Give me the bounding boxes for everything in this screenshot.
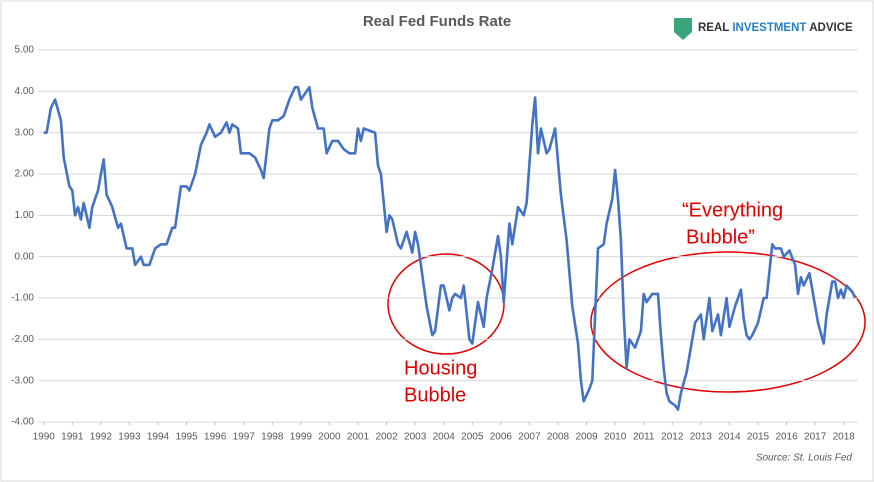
x-tick-label: 2011: [633, 432, 655, 443]
y-tick-label: 3.00: [15, 127, 35, 138]
highlight-ellipse: [387, 253, 505, 355]
x-tick-label: 1994: [147, 432, 170, 443]
y-tick-label: -2.00: [11, 334, 34, 345]
y-tick-label: 0.00: [15, 251, 35, 262]
x-tick-label: 2000: [318, 432, 341, 443]
x-tick-label: 2016: [775, 432, 798, 443]
y-tick-label: -1.00: [11, 293, 34, 304]
x-tick-label: 2014: [718, 432, 741, 443]
y-tick-label: 5.00: [15, 45, 35, 56]
x-tick-label: 1992: [90, 432, 113, 443]
logo: REAL INVESTMENT ADVICE: [674, 18, 853, 40]
x-tick-label: 2008: [547, 432, 570, 443]
logo-part: REAL: [698, 22, 729, 34]
x-tick-label: 2005: [461, 432, 484, 443]
x-tick-label: 2013: [690, 432, 713, 443]
x-tick-label: 2010: [604, 432, 627, 443]
x-tick-label: 1991: [61, 432, 84, 443]
x-tick-label: 1997: [233, 432, 256, 443]
x-tick-label: 2017: [804, 432, 827, 443]
annotation: Bubble: [404, 384, 466, 406]
x-tick-label: 2004: [433, 432, 456, 443]
x-tick-label: 2002: [375, 432, 398, 443]
y-tick-label: -3.00: [11, 375, 34, 386]
source: Source: St. Louis Fed: [756, 453, 853, 464]
x-tick-label: 1995: [175, 432, 198, 443]
x-tick-label: 1998: [261, 432, 284, 443]
y-tick-label: 1.00: [15, 210, 35, 221]
logo-text: REAL INVESTMENT ADVICE: [698, 22, 853, 34]
logo-part: ADVICE: [809, 22, 853, 34]
y-tick-label: 2.00: [15, 169, 35, 180]
x-tick-label: 2015: [747, 432, 770, 443]
y-tick-label: 4.00: [15, 86, 35, 97]
series-line: [43, 85, 857, 411]
x-tick-label: 1999: [290, 432, 313, 443]
x-tick-label: 1996: [204, 432, 227, 443]
logo-part: INVESTMENT: [732, 22, 806, 34]
annotation: Bubble”: [686, 226, 755, 248]
x-tick-label: 2001: [347, 432, 370, 443]
highlight-ellipse: [590, 251, 866, 393]
x-tick-label: 2012: [661, 432, 684, 443]
annotation: Housing: [404, 357, 477, 379]
x-tick-label: 2009: [575, 432, 598, 443]
x-tick-label: 2018: [833, 432, 856, 443]
x-tick-label: 1990: [33, 432, 56, 443]
x-tick-label: 2003: [404, 432, 427, 443]
annotation: “Everything: [682, 199, 783, 221]
x-tick-label: 2006: [490, 432, 513, 443]
x-tick-label: 2007: [518, 432, 541, 443]
chart-title: Real Fed Funds Rate: [363, 13, 511, 30]
x-tick-label: 1993: [118, 432, 141, 443]
y-tick-label: -4.00: [11, 417, 34, 428]
logo-icon: [674, 18, 692, 40]
